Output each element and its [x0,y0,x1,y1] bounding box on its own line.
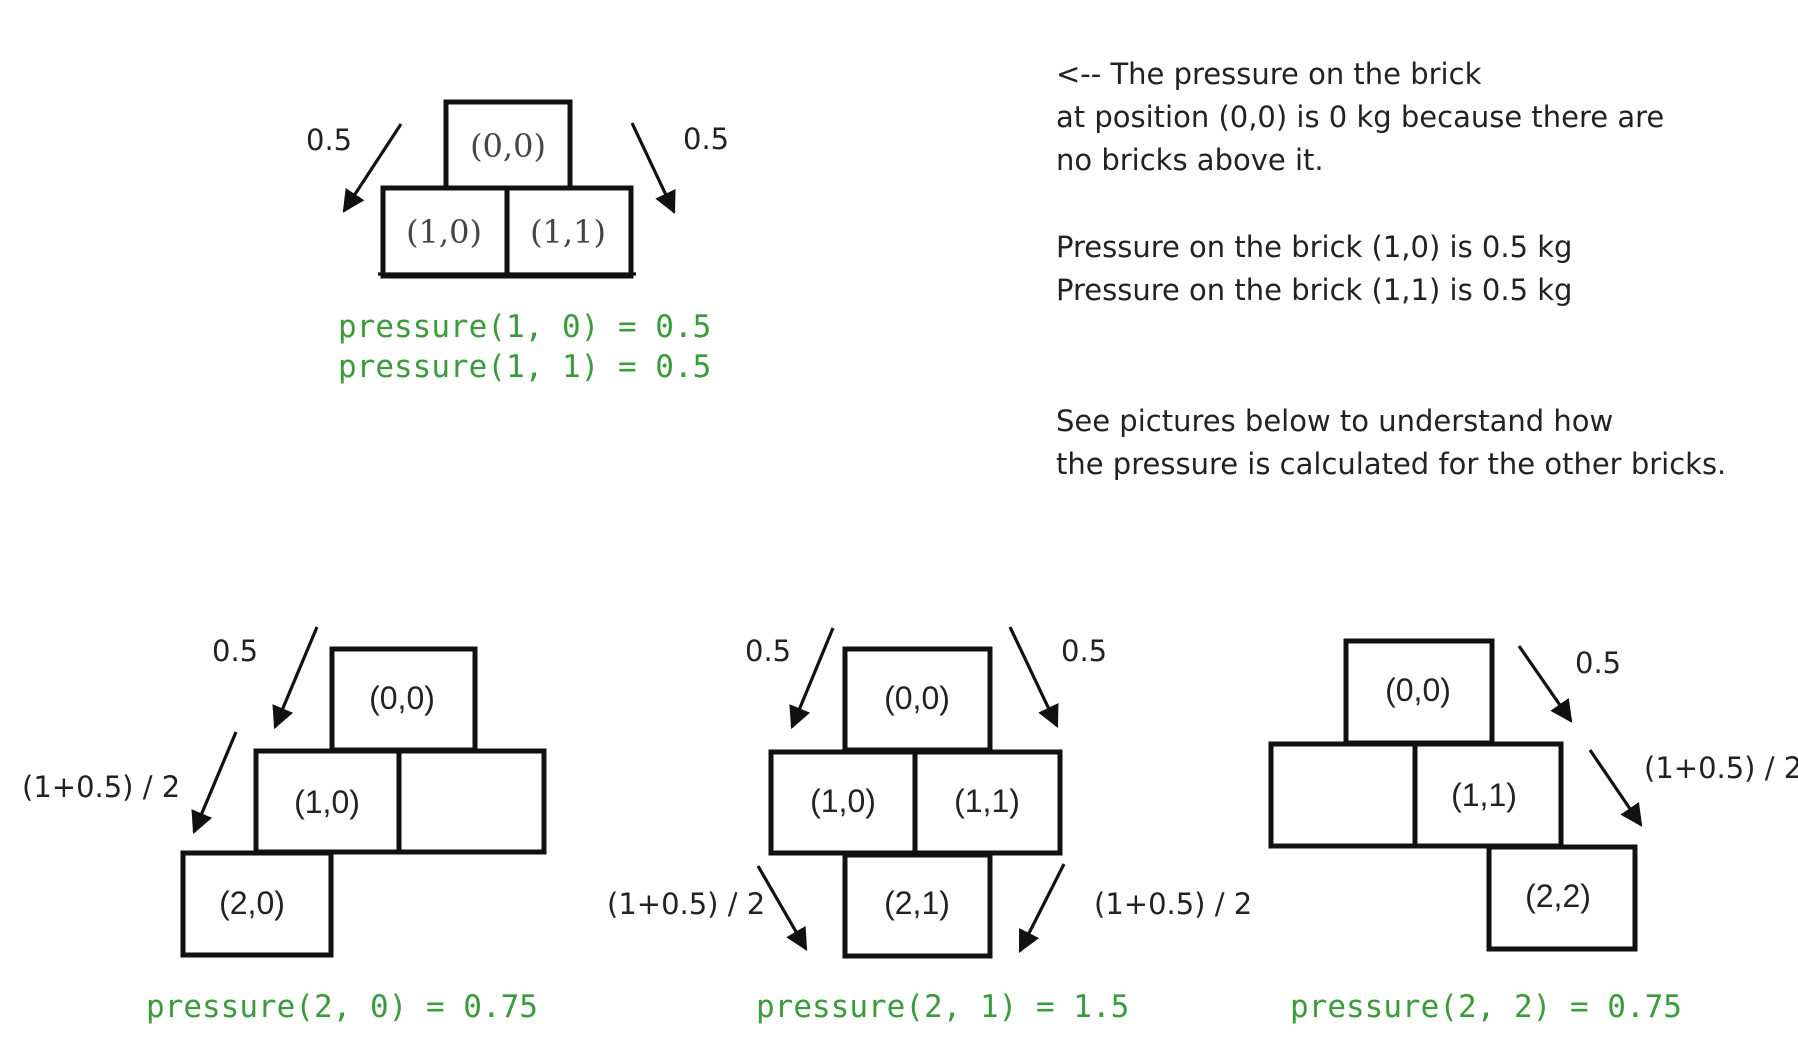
arrow-mid [191,731,238,835]
diagram-pressure-2-2: (0,0) (1,1) (2,2) 0.5 (1+0.5) / 2 pressu… [1268,638,1798,1025]
weight-label: (1+0.5) / 2 [1644,751,1798,785]
note-line: no bricks above it. [1056,143,1324,177]
arrow-mid [1588,749,1643,827]
formula-pressure-1-1: pressure(1, 1) = 0.5 [338,349,711,385]
brick-label: (0,0) [1385,672,1451,708]
brick-label: (1,1) [530,213,606,251]
formula-pressure-2-2: pressure(2, 2) = 0.75 [1290,989,1682,1025]
brick-2-2 [1486,844,1638,952]
arrow-right [630,122,676,215]
brick-top-1-0 [380,185,510,279]
brick-label: (0,0) [884,680,950,716]
note-line: Pressure on the brick (1,0) is 0.5 kg [1056,230,1572,264]
brick-label: (1,1) [954,783,1020,819]
note-line: at position (0,0) is 0 kg because there … [1056,100,1664,134]
arrow-top [272,626,319,730]
top-brick-diagram: (0,0) (1,0) (1,1) 0.5 0.5 pressure(1, 0)… [306,99,729,385]
formula-pressure-1-0: pressure(1, 0) = 0.5 [338,309,711,345]
brick-label: (1,1) [1451,777,1517,813]
note-line: See pictures below to understand how [1056,404,1613,438]
brick-label: (0,0) [470,127,546,165]
weight-label: (1+0.5) / 2 [607,887,765,921]
diagram-pressure-2-1: (0,0) (1,0) (1,1) (2,1) 0.5 0.5 (1+0.5) … [607,626,1252,1025]
brick-label: (2,1) [884,885,950,921]
arrow-top-left [789,627,835,730]
brick-2-0 [180,850,334,958]
brick-label: (1,0) [406,213,482,251]
arrow-left [342,123,403,213]
explanation-notes: <-- The pressure on the brick at positio… [1056,57,1726,481]
arrow-top-right [1008,626,1059,729]
note-line: Pressure on the brick (1,1) is 0.5 kg [1056,273,1572,307]
brick-label: (0,0) [369,680,435,716]
weight-label: 0.5 [745,634,791,668]
arrow-bottom-left [756,865,808,951]
note-line: the pressure is calculated for the other… [1056,447,1726,481]
weight-label: (1+0.5) / 2 [1094,887,1252,921]
note-line: <-- The pressure on the brick [1056,57,1482,91]
brick-label: (1,0) [294,784,360,820]
brick-label: (2,0) [219,885,285,921]
diagram-pressure-2-0: (0,0) (1,0) (2,0) 0.5 (1+0.5) / 2 pressu… [22,626,547,1025]
brick-1-1-empty [396,748,547,855]
weight-label: (1+0.5) / 2 [22,770,180,804]
brick-0-0 [842,646,993,753]
weight-label: 0.5 [306,123,352,157]
arrow-bottom-right [1018,863,1066,953]
brick-0-0 [329,646,478,753]
weight-label: 0.5 [1575,646,1621,680]
formula-pressure-2-1: pressure(2, 1) = 1.5 [756,989,1129,1025]
weight-label: 0.5 [683,122,729,156]
weight-label: 0.5 [1061,634,1107,668]
arrow-top [1517,645,1573,723]
brick-2-1 [842,852,993,959]
brick-label: (2,2) [1525,878,1591,914]
weight-label: 0.5 [212,634,258,668]
brick-top-1-1 [504,185,634,279]
brick-label: (1,0) [810,783,876,819]
formula-pressure-2-0: pressure(2, 0) = 0.75 [146,989,538,1025]
brick-1-0-empty [1268,741,1418,849]
